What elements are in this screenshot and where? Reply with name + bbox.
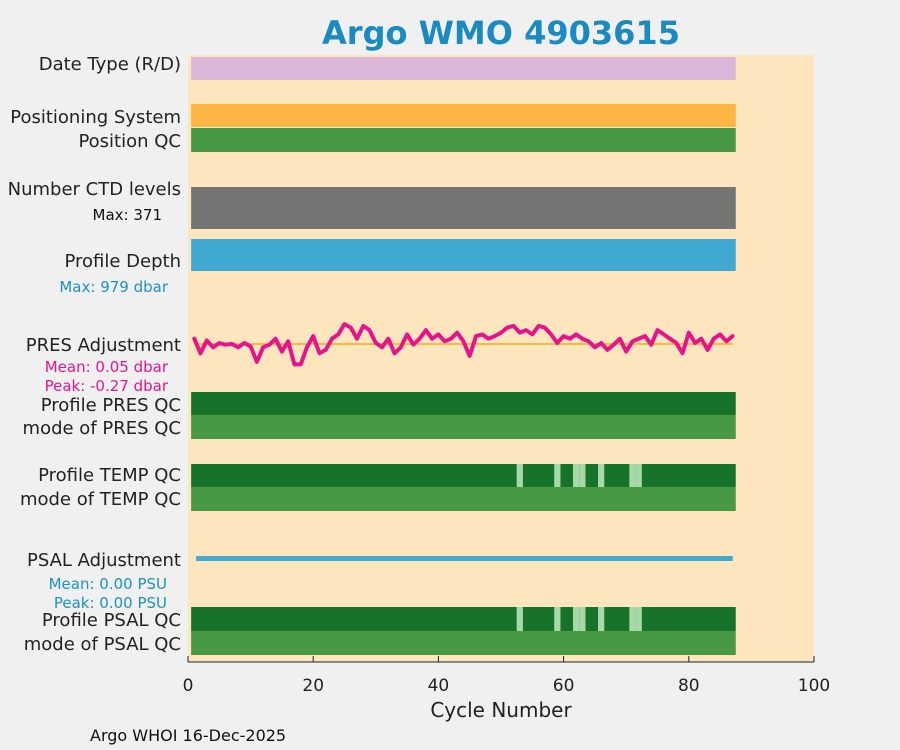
ctd-levels-note: Max: 371 (93, 206, 162, 224)
pres-adjustment-layer (192, 322, 735, 367)
x-tick-label: 100 (798, 676, 830, 696)
footer-text: Argo WHOI 16-Dec-2025 (90, 726, 286, 745)
profile-temp-qc-flag (629, 464, 636, 487)
psal-adjustment-note-2: Peak: 0.00 PSU (54, 594, 167, 612)
mode-pres-qc-bar (191, 415, 736, 439)
mode-pres-qc-label: mode of PRES QC (23, 418, 181, 439)
mode-temp-qc-bar (191, 487, 736, 511)
psal-adjustment-label: PSAL Adjustment (27, 550, 181, 571)
x-tick-label: 60 (553, 676, 575, 696)
x-ticks: 0 20 40 60 80 100 (183, 656, 830, 696)
x-tick-label: 0 (183, 676, 194, 696)
mode-temp-qc-label: mode of TEMP QC (20, 489, 181, 510)
profile-temp-qc-label: Profile TEMP QC (38, 465, 181, 486)
profile-pres-qc-bar (191, 392, 736, 415)
pres-adjustment-line (192, 322, 735, 367)
profile-depth-bar (191, 239, 736, 271)
x-tick-label: 20 (302, 676, 324, 696)
profile-psal-qc-flag (579, 607, 586, 631)
mode-psal-qc-bar (191, 631, 736, 655)
profile-pres-qc-label: Profile PRES QC (41, 395, 181, 416)
positioning-system-bar (191, 104, 736, 127)
profile-psal-qc-flag (598, 607, 605, 631)
pres-adjustment-note-1: Mean: 0.05 dbar (45, 358, 169, 376)
pres-adjustment-note-2: Peak: -0.27 dbar (45, 377, 169, 395)
profile-temp-qc-flag (598, 464, 605, 487)
profile-temp-qc-flag (516, 464, 523, 487)
profile-temp-qc-flag (635, 464, 642, 487)
mode-psal-qc-label: mode of PSAL QC (24, 634, 181, 655)
position-qc-label: Position QC (78, 131, 181, 152)
x-axis-label: Cycle Number (430, 698, 572, 722)
profile-temp-qc-bar (191, 464, 736, 487)
psal-adjustment-note-1: Mean: 0.00 PSU (49, 575, 167, 593)
profile-psal-qc-flag (572, 607, 580, 631)
profile-temp-qc-flag (579, 464, 586, 487)
position-qc-bar (191, 128, 736, 152)
profile-temp-qc-flag (572, 464, 580, 487)
x-tick-label: 80 (678, 676, 700, 696)
x-tick-label: 40 (428, 676, 450, 696)
profile-depth-label: Profile Depth (64, 251, 181, 272)
labels-layer: Date Type (R/D) Positioning System Positio… (8, 54, 181, 655)
profile-temp-qc-flag (554, 464, 561, 487)
date-type-bar (191, 57, 736, 80)
profile-psal-qc-flag (554, 607, 561, 631)
profile-psal-qc-flag (635, 607, 642, 631)
profile-psal-qc-flag (516, 607, 523, 631)
ctd-levels-bar (191, 187, 736, 229)
profile-psal-qc-label: Profile PSAL QC (42, 610, 181, 631)
rows-layer (191, 57, 736, 655)
pres-adjustment-label: PRES Adjustment (26, 335, 181, 356)
psal-adjustment-bar (196, 556, 733, 561)
profile-depth-note: Max: 979 dbar (59, 278, 168, 296)
positioning-system-label: Positioning System (10, 107, 181, 128)
date-type-label: Date Type (R/D) (39, 54, 181, 75)
ctd-levels-label: Number CTD levels (8, 179, 181, 200)
profile-psal-qc-flag (629, 607, 636, 631)
chart-title: Argo WMO 4903615 (322, 14, 680, 52)
profile-psal-qc-bar (191, 607, 736, 631)
